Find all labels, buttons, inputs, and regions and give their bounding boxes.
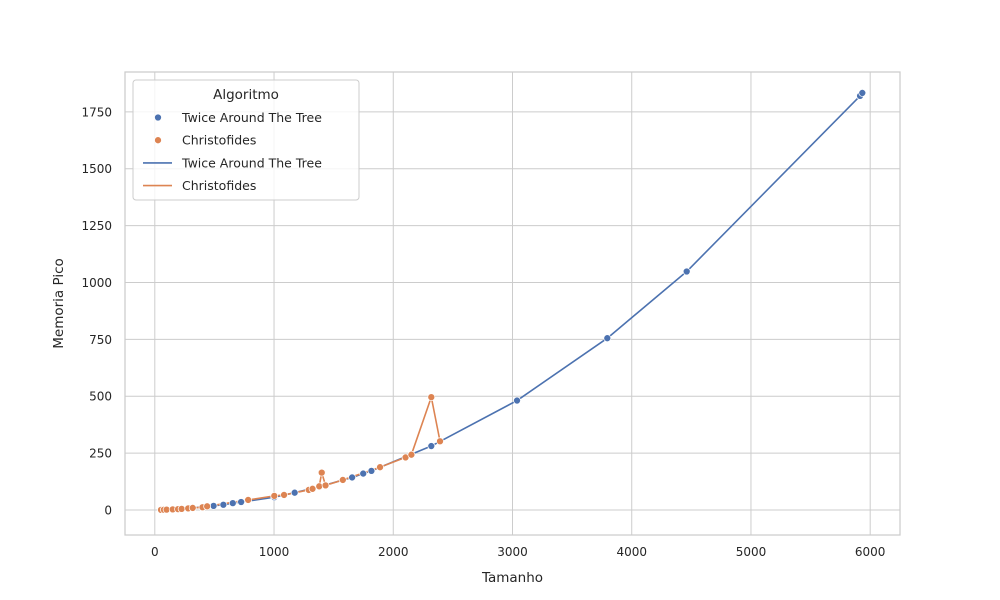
- x-tick-label: 4000: [616, 545, 647, 559]
- x-tick-labels: 0 1000 2000 3000 4000 5000 6000: [151, 545, 885, 559]
- y-tick-label: 1000: [81, 276, 112, 290]
- y-tick-label: 0: [104, 503, 112, 517]
- legend-label: Christofides: [182, 178, 256, 193]
- data-point-0: [237, 498, 245, 506]
- data-point-0: [367, 466, 376, 475]
- legend-title: Algoritmo: [213, 87, 279, 103]
- x-tick-label: 1000: [259, 545, 290, 559]
- plot-frame: [124, 71, 901, 536]
- y-grid: [125, 111, 900, 511]
- data-point-0: [359, 469, 368, 478]
- x-axis-label: Tamanho: [481, 570, 543, 586]
- data-point-0: [348, 473, 356, 482]
- series-points: [157, 89, 867, 514]
- data-point-0: [209, 502, 218, 510]
- data-point-1: [203, 502, 211, 511]
- y-tick-label: 1500: [81, 162, 112, 176]
- legend-box: [132, 79, 360, 201]
- y-tick-labels: 0 250 500 750 1000 1250 1500 1750: [81, 105, 112, 517]
- x-tick-label: 0: [151, 545, 159, 559]
- x-tick-label: 3000: [497, 545, 528, 559]
- data-point-1: [244, 496, 253, 504]
- data-point-0: [858, 89, 867, 97]
- data-point-1: [407, 450, 416, 459]
- data-point-0: [603, 334, 612, 343]
- data-point-1: [436, 437, 444, 446]
- data-point-1: [321, 481, 330, 490]
- data-point-1: [338, 476, 347, 484]
- data-point-1: [315, 482, 324, 491]
- x-tick-label: 6000: [855, 545, 886, 559]
- data-point-1: [188, 504, 197, 512]
- y-tick-label: 250: [89, 447, 112, 461]
- data-point-0: [682, 267, 691, 276]
- data-point-0: [228, 499, 237, 507]
- y-axis-label: Memoria Pico: [51, 258, 67, 349]
- legend: Algoritmo Twice Around The Tree Christofi…: [132, 79, 360, 201]
- legend-label: Christofides: [182, 133, 256, 148]
- data-point-0: [219, 500, 228, 509]
- x-tick-label: 2000: [378, 545, 409, 559]
- y-tick-label: 1250: [81, 219, 112, 233]
- data-point-1: [427, 393, 436, 401]
- data-point-1: [270, 492, 279, 500]
- y-tick-label: 750: [89, 333, 112, 347]
- data-point-1: [308, 484, 317, 493]
- y-tick-label: 500: [89, 390, 112, 404]
- legend-entries: Twice Around The Tree Christofides Twice A…: [143, 110, 322, 193]
- y-tick-label: 1750: [81, 105, 112, 119]
- legend-label: Twice Around The Tree: [181, 110, 322, 125]
- data-point-0: [427, 442, 436, 450]
- data-point-1: [280, 491, 288, 499]
- legend-marker: [154, 136, 162, 145]
- data-point-0: [513, 396, 521, 405]
- x-tick-label: 5000: [736, 545, 767, 559]
- data-point-1: [317, 468, 326, 477]
- data-point-1: [376, 463, 384, 472]
- legend-label: Twice Around The Tree: [181, 155, 322, 170]
- legend-marker: [154, 113, 162, 122]
- data-point-0: [290, 488, 299, 497]
- data-point-1: [177, 504, 186, 513]
